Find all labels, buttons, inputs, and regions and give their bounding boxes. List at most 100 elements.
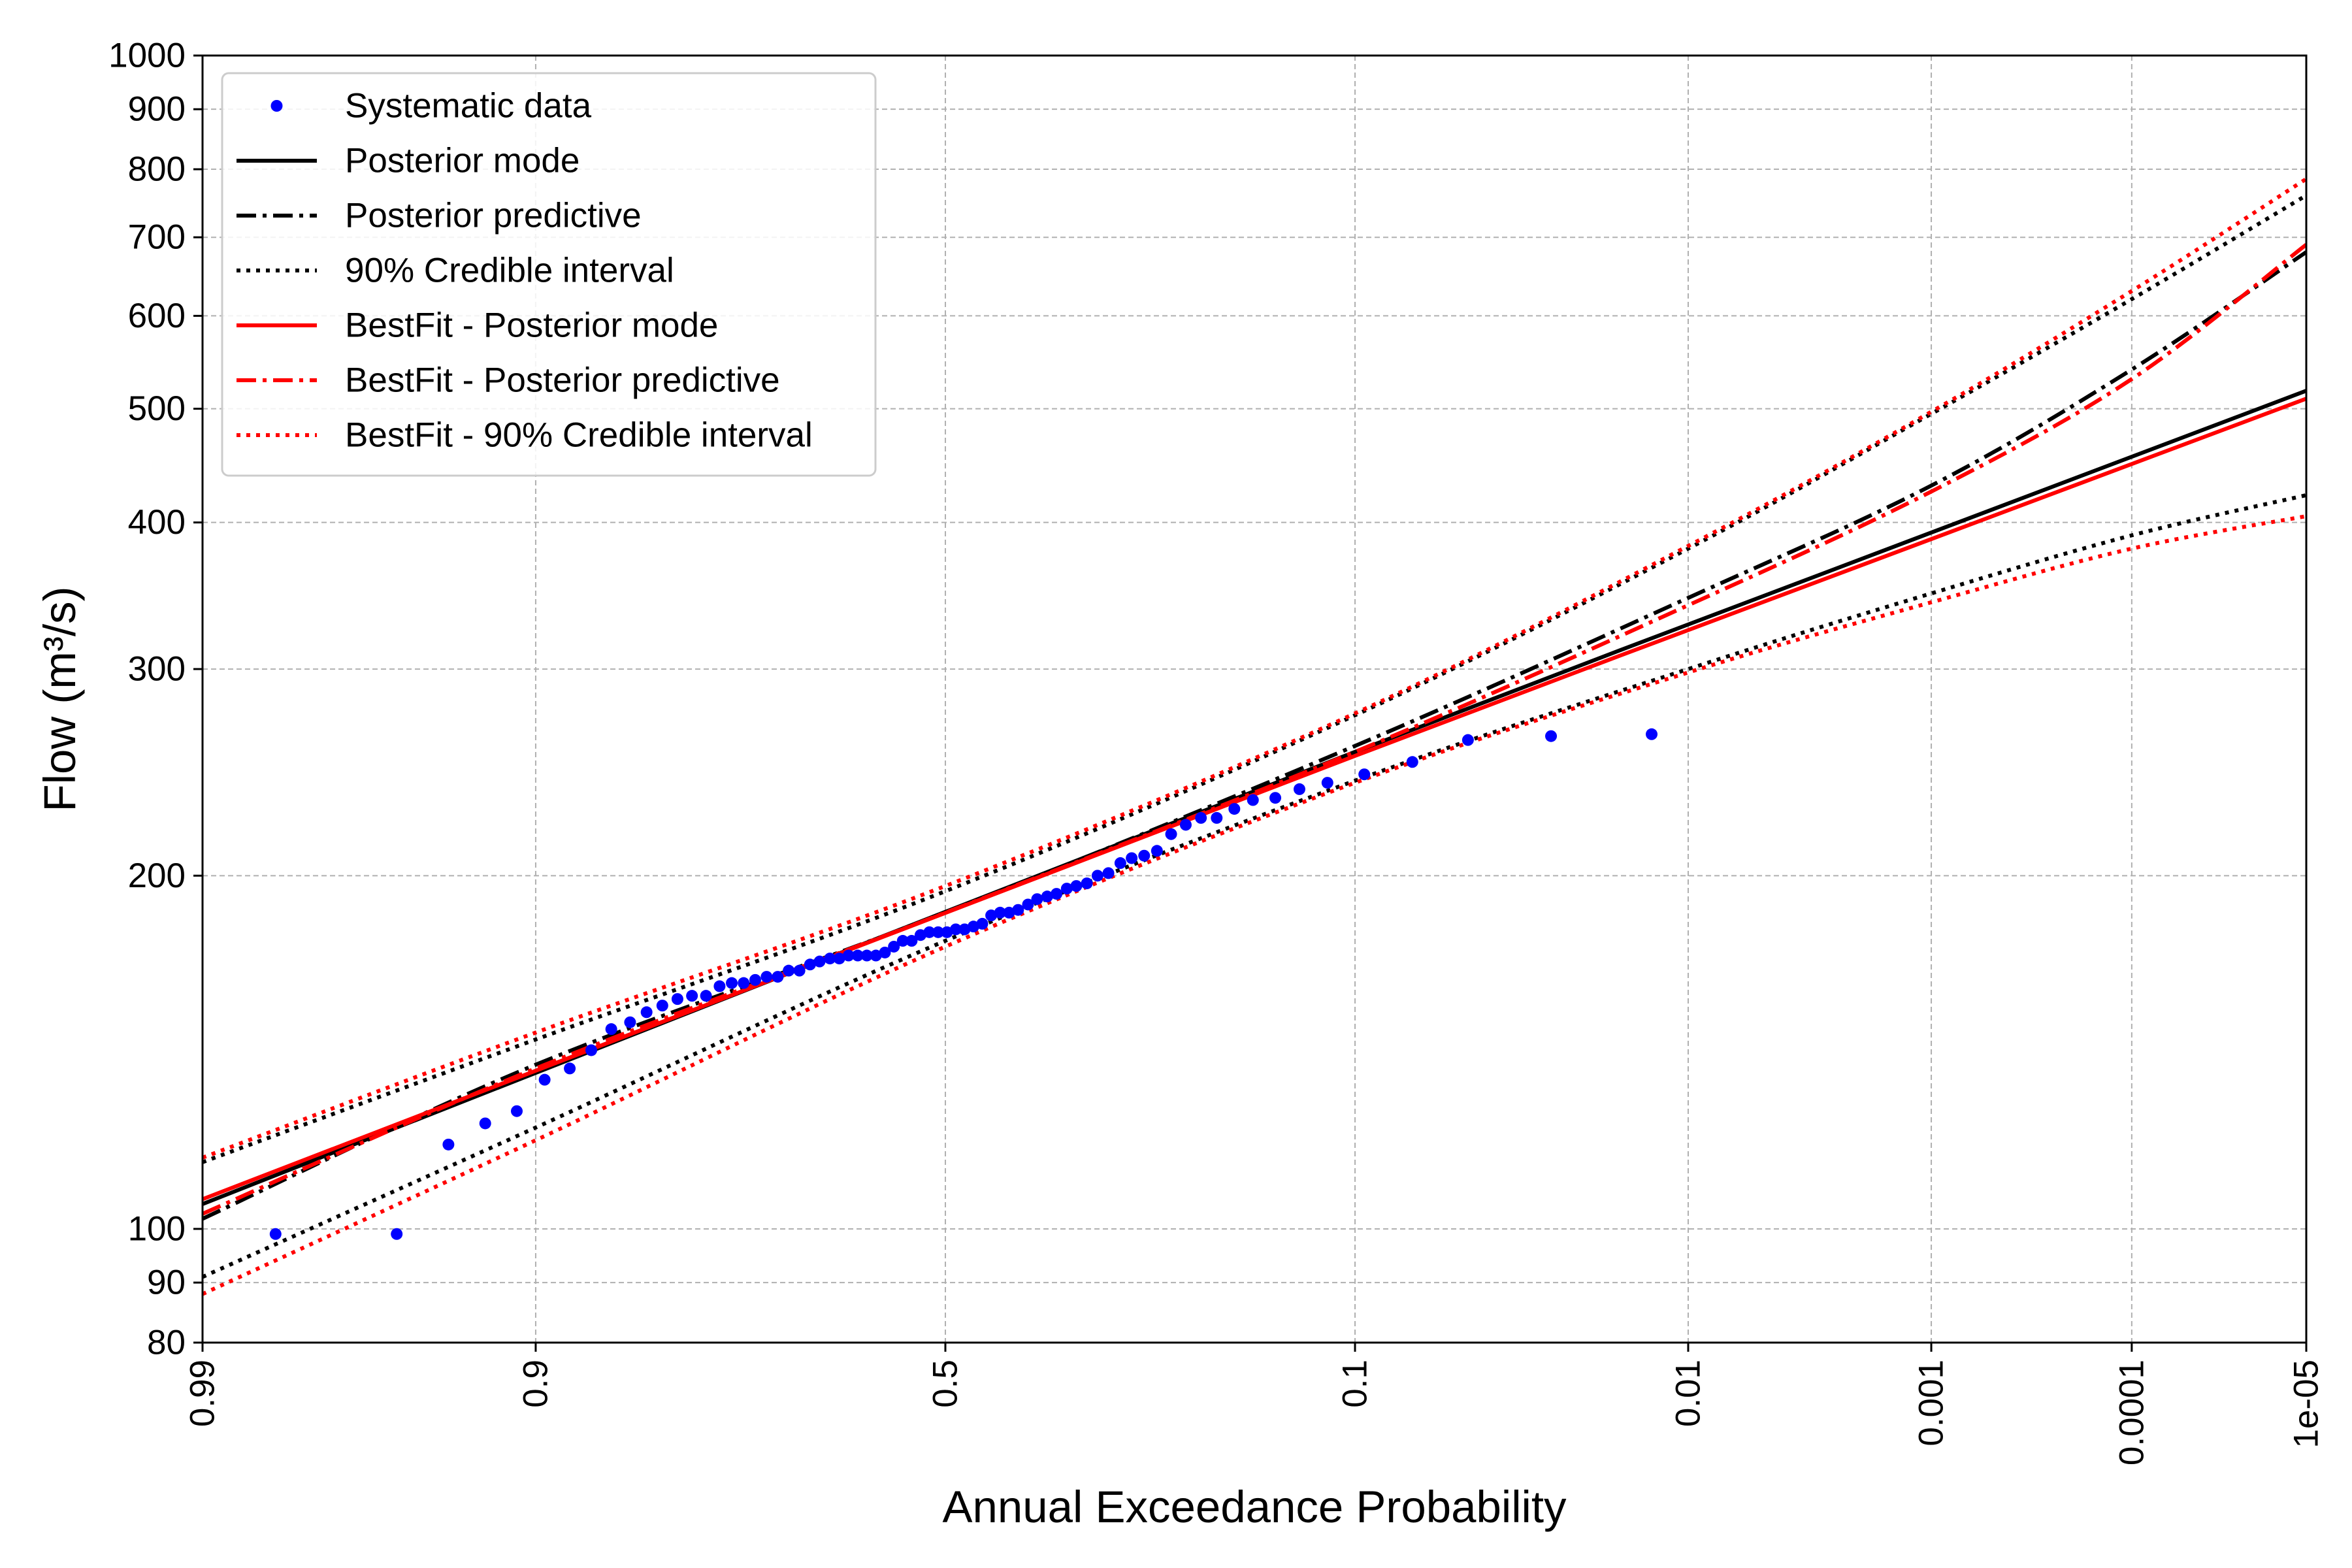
- data-point: [1138, 849, 1151, 862]
- data-point: [624, 1016, 636, 1028]
- data-point: [1165, 828, 1177, 840]
- x-tick-label: 0.001: [1912, 1360, 1951, 1446]
- data-point: [1228, 803, 1241, 815]
- data-point: [700, 990, 712, 1002]
- data-point: [1293, 783, 1305, 795]
- data-point: [671, 993, 683, 1005]
- data-point: [1211, 811, 1223, 824]
- data-point: [860, 949, 873, 962]
- data-point: [1462, 734, 1474, 746]
- legend-label: BestFit - 90% Credible interval: [345, 416, 813, 455]
- data-point: [749, 973, 761, 986]
- data-point: [906, 935, 918, 947]
- data-point: [783, 964, 795, 977]
- y-axis: 80 90 100 200 300 400 500 600 700 800 900 1000: [108, 37, 203, 1362]
- data-point: [1022, 898, 1034, 911]
- data-point: [1247, 794, 1259, 806]
- data-point: [656, 1000, 668, 1012]
- x-tick-label: 1e-05: [2287, 1360, 2326, 1448]
- data-point: [888, 940, 900, 953]
- data-point: [1646, 728, 1658, 740]
- y-tick-label: 800: [128, 150, 186, 189]
- data-point: [713, 980, 726, 992]
- series-line-bestfit-posterior-predictive: [201, 243, 2308, 1216]
- y-axis-label: Flow (m³/s): [35, 587, 85, 812]
- legend-label: Posterior mode: [345, 142, 580, 180]
- data-point: [1269, 792, 1282, 804]
- x-tick-label: 0.1: [1336, 1360, 1375, 1408]
- plot-area: [201, 54, 2308, 1344]
- data-point: [1003, 906, 1015, 919]
- y-tick-label: 90: [147, 1264, 186, 1302]
- legend-label: Systematic data: [345, 87, 592, 125]
- y-tick-label: 700: [128, 218, 186, 257]
- series-line-bestfit-90-credible-interval-lower: [201, 514, 2307, 1296]
- x-tick-label: 0.5: [926, 1360, 964, 1408]
- legend: Systematic data Posterior mode Posterior p…: [221, 72, 877, 477]
- data-point: [442, 1138, 455, 1151]
- x-tick-label: 0.01: [1669, 1360, 1707, 1427]
- legend-marker: [270, 100, 283, 112]
- x-axis: 0.99 0.9 0.5 0.1 0.01 0.001 0.0001 1e-05: [184, 1343, 2326, 1465]
- data-point: [1012, 904, 1024, 916]
- x-tick-label: 0.99: [184, 1360, 222, 1427]
- y-tick-label: 1000: [108, 37, 186, 75]
- data-point: [1091, 870, 1103, 882]
- y-tick-label: 300: [128, 650, 186, 689]
- data-point: [923, 926, 936, 938]
- data-point: [833, 953, 845, 965]
- data-point: [1060, 883, 1073, 895]
- legend-box: [221, 72, 877, 477]
- y-tick-label: 500: [128, 389, 186, 428]
- data-point: [879, 946, 891, 958]
- data-point: [1041, 890, 1053, 903]
- data-point: [538, 1073, 551, 1086]
- legend-label: 90% Credible interval: [345, 252, 674, 290]
- data-point: [1070, 880, 1083, 892]
- data-point: [985, 909, 998, 922]
- data-point: [479, 1117, 491, 1130]
- data-point: [824, 953, 836, 965]
- x-tick-label: 0.9: [516, 1360, 555, 1408]
- data-point: [851, 949, 864, 962]
- data-point: [1081, 877, 1093, 890]
- data-point: [1126, 852, 1138, 864]
- data-point: [1102, 867, 1115, 879]
- data-point: [958, 923, 971, 936]
- data-point: [585, 1044, 597, 1056]
- data-point: [976, 917, 988, 930]
- data-point: [842, 949, 855, 962]
- data-point: [1358, 768, 1371, 781]
- y-tick-label: 80: [147, 1324, 186, 1362]
- data-point: [1051, 888, 1063, 900]
- x-tick-label: 0.0001: [2112, 1360, 2151, 1465]
- series-line-posterior-predictive: [201, 250, 2308, 1221]
- data-point: [269, 1228, 282, 1240]
- data-point: [640, 1006, 653, 1019]
- data-point: [510, 1105, 523, 1117]
- data-point: [1114, 857, 1126, 870]
- data-point: [1031, 893, 1043, 906]
- data-point: [605, 1023, 617, 1036]
- data-point: [949, 923, 962, 936]
- data-point: [967, 921, 979, 933]
- data-point: [772, 971, 784, 983]
- series-line-90-credible-interval-upper: [201, 193, 2308, 1164]
- data-point: [896, 935, 909, 947]
- data-point: [793, 964, 806, 977]
- y-tick-label: 900: [128, 90, 186, 129]
- data-point: [914, 929, 926, 941]
- y-tick-label: 100: [128, 1209, 186, 1248]
- series-line-90-credible-interval-lower: [201, 493, 2307, 1279]
- legend-label: BestFit - Posterior predictive: [345, 361, 780, 400]
- data-point: [391, 1228, 403, 1240]
- data-point: [870, 949, 882, 962]
- data-point: [804, 958, 816, 971]
- systematic-data-points: [269, 728, 1658, 1240]
- data-point: [994, 906, 1006, 919]
- legend-label: Posterior predictive: [345, 197, 642, 235]
- data-point: [760, 971, 773, 983]
- data-point: [1151, 845, 1163, 857]
- data-point: [932, 926, 944, 938]
- series-line-bestfit-90-credible-interval-upper: [201, 177, 2308, 1160]
